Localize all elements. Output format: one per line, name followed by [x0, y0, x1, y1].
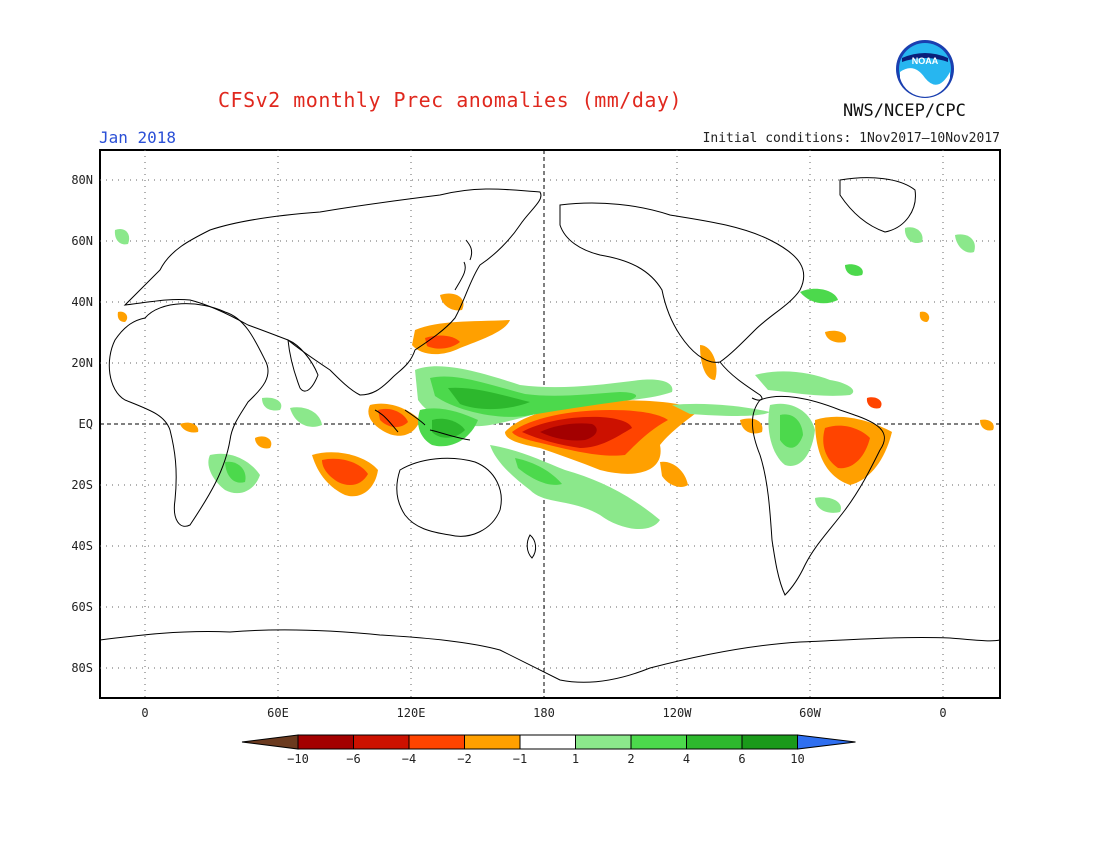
colorbar-swatch [519, 734, 576, 750]
lat-label: 60N [71, 234, 93, 248]
colorbar: −10 −6 −4 −2 −1 1 2 4 6 10 [241, 734, 856, 766]
lon-label: 120E [397, 706, 426, 720]
noaa-logo-icon: NOAA [896, 40, 954, 98]
colorbar-swatch [464, 734, 521, 750]
lon-label: 180 [533, 706, 555, 720]
lon-label: 0 [141, 706, 148, 720]
lat-label: 20N [71, 356, 93, 370]
colorbar-label: 4 [683, 752, 690, 766]
lat-label: 40S [71, 539, 93, 553]
coastlines [99, 177, 1001, 683]
colorbar-label: 6 [738, 752, 745, 766]
colorbar-arrow-low [241, 734, 299, 750]
forecast-month: Jan 2018 [99, 128, 177, 147]
lat-label: 40N [71, 295, 93, 309]
initial-conditions: Initial conditions: 1Nov2017–10Nov2017 [702, 131, 1000, 146]
lon-label: 60E [267, 706, 289, 720]
colorbar-swatch [741, 734, 798, 750]
colorbar-label: −6 [346, 752, 360, 766]
colorbar-swatch [630, 734, 687, 750]
colorbar-swatch [353, 734, 410, 750]
colorbar-swatch [408, 734, 465, 750]
svg-text:NOAA: NOAA [912, 56, 939, 66]
colorbar-label: 10 [790, 752, 804, 766]
lat-label: EQ [79, 417, 93, 431]
lat-label: 80N [71, 173, 93, 187]
lat-label: 20S [71, 478, 93, 492]
lon-label: 0 [939, 706, 946, 720]
colorbar-label: −2 [457, 752, 471, 766]
colorbar-label: 1 [572, 752, 579, 766]
colorbar-swatch [686, 734, 743, 750]
lon-labels: 0 60E 120E 180 120W 60W 0 [141, 706, 946, 720]
lat-labels: 80N 60N 40N 20N EQ 20S 40S 60S 80S [71, 173, 93, 675]
anomaly-shading [114, 227, 994, 530]
colorbar-label: −4 [402, 752, 416, 766]
lon-label: 120W [663, 706, 693, 720]
colorbar-arrow-high [797, 734, 856, 750]
colorbar-label: −1 [513, 752, 527, 766]
map-title: CFSv2 monthly Prec anomalies (mm/day) [217, 88, 683, 112]
colorbar-label: −10 [287, 752, 309, 766]
lon-label: 60W [799, 706, 821, 720]
agency-label: NWS/NCEP/CPC [843, 101, 966, 121]
lat-label: 60S [71, 600, 93, 614]
colorbar-label: 2 [627, 752, 634, 766]
colorbar-swatch [297, 734, 354, 750]
lat-label: 80S [71, 661, 93, 675]
colorbar-swatch [575, 734, 632, 750]
